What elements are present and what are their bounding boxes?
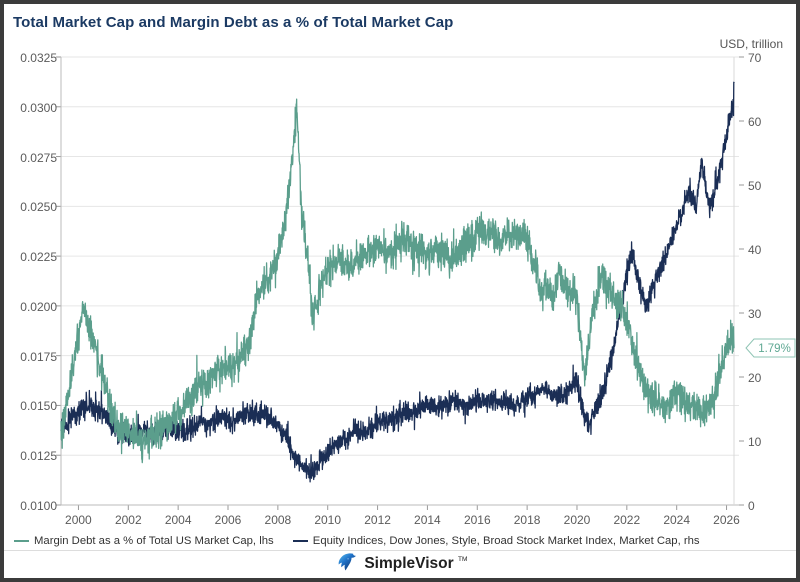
svg-text:TM: TM xyxy=(458,556,467,563)
svg-text:SimpleVisor: SimpleVisor xyxy=(364,555,453,572)
svg-text:1.79%: 1.79% xyxy=(758,343,791,355)
